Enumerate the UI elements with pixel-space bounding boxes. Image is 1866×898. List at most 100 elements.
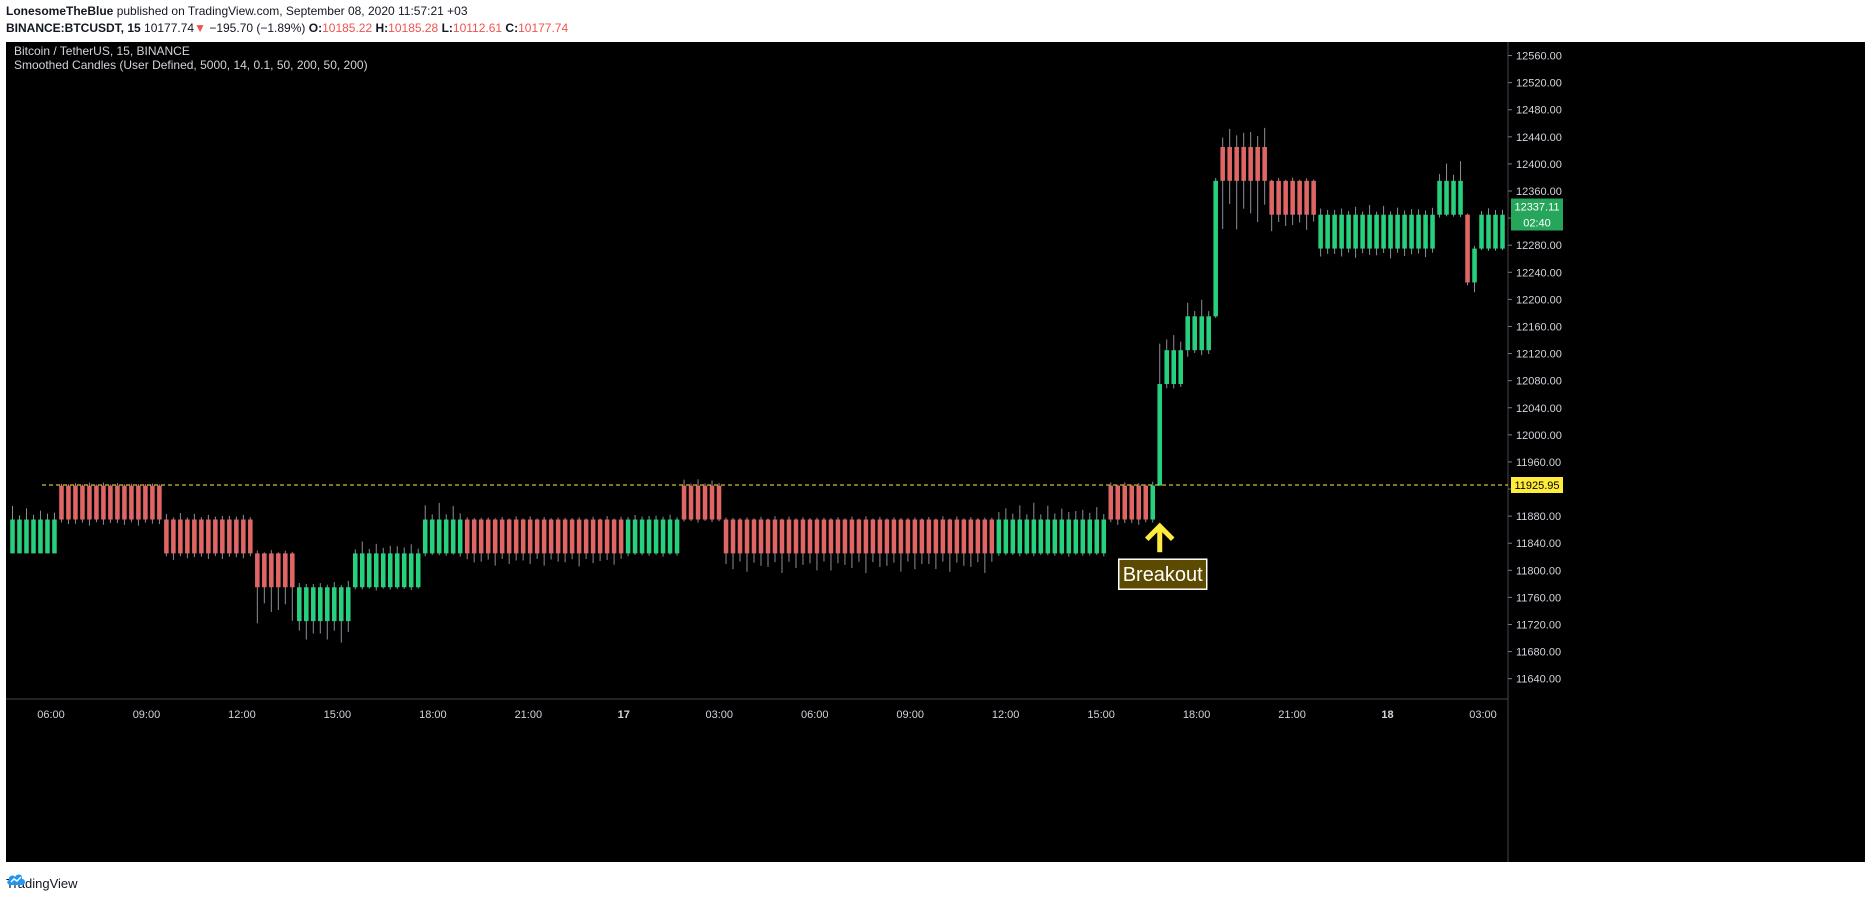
candle-body: [807, 519, 813, 554]
candle-body: [583, 519, 589, 554]
candle-body: [248, 519, 253, 554]
candle-body: [667, 519, 673, 554]
candle-body: [108, 485, 113, 520]
candle-body: [115, 485, 120, 520]
candle-body: [1353, 214, 1358, 249]
candle-body: [1017, 519, 1023, 554]
candle-body: [366, 553, 372, 588]
candle-body: [1388, 214, 1393, 249]
candle-body: [443, 519, 449, 554]
candle-body: [1080, 519, 1086, 554]
candle-body: [1003, 519, 1009, 554]
candle-body: [290, 553, 295, 588]
ohlc-legend: BINANCE:BTCUSDT, 15 10177.74▼ −195.70 (−…: [6, 21, 568, 35]
y-tick-label: 11640.00: [1516, 674, 1561, 686]
candle-body: [933, 519, 939, 554]
candle-body: [422, 519, 428, 554]
candle-body: [1332, 214, 1337, 249]
author-name[interactable]: LonesomeTheBlue: [6, 4, 114, 18]
candle-body: [1066, 519, 1072, 554]
candle-body: [513, 519, 519, 554]
candle-body: [1101, 519, 1107, 554]
candle-body: [905, 519, 911, 554]
candle-body: [653, 519, 659, 554]
candle-body: [332, 587, 337, 622]
candle-body: [429, 519, 435, 554]
candle-body: [674, 519, 680, 554]
candle-body: [744, 519, 750, 554]
candle-body: [80, 485, 85, 520]
candle-body: [1234, 146, 1239, 181]
candle-body: [1283, 180, 1288, 215]
candle-body: [478, 519, 484, 554]
candle-body: [157, 485, 162, 520]
candle-body: [926, 519, 932, 554]
x-tick-label: 21:00: [1278, 709, 1306, 721]
candle-body: [220, 519, 225, 554]
candle-body: [541, 519, 547, 554]
candle-body: [199, 519, 204, 554]
x-tick-label: 12:00: [992, 709, 1020, 721]
level-price-label: 11925.95: [1514, 480, 1559, 492]
candle-body: [1346, 214, 1351, 249]
candle-body: [870, 519, 876, 554]
candle-body: [912, 519, 918, 554]
y-tick-label: 12560.00: [1516, 51, 1562, 63]
candle-body: [269, 553, 274, 588]
candle-body: [1318, 214, 1323, 249]
candle-body: [548, 519, 554, 554]
footer-brand[interactable]: TradingView: [6, 872, 78, 894]
candle-body: [821, 519, 827, 554]
candle-body: [1402, 214, 1407, 249]
candle-body: [1122, 485, 1128, 520]
x-tick-label: 18:00: [1183, 709, 1211, 721]
high-label: H:: [375, 21, 389, 35]
tradingview-cloud-icon: [7, 874, 25, 885]
candle-body: [597, 519, 603, 554]
candle-body: [1220, 146, 1225, 181]
candle-body: [1164, 350, 1170, 385]
x-tick-label: 17: [618, 709, 630, 721]
candle-body: [1115, 485, 1121, 520]
y-tick-label: 12480.00: [1516, 105, 1562, 117]
candle-body: [122, 485, 127, 520]
candle-body: [345, 587, 351, 622]
candle-body: [380, 553, 386, 588]
candle-body: [485, 519, 491, 554]
candle-body: [695, 485, 701, 520]
candle-body: [1360, 214, 1365, 249]
candle-body: [492, 519, 498, 554]
y-tick-label: 12160.00: [1516, 321, 1562, 333]
candle-body: [520, 519, 526, 554]
candle-body: [1458, 180, 1463, 215]
indicator-label: Smoothed Candles (User Defined, 5000, 14…: [14, 58, 368, 72]
candle-body: [499, 519, 505, 554]
candlestick-chart[interactable]: Bitcoin / TetherUS, 15, BINANCE Smoothed…: [6, 42, 1865, 862]
candle-body: [555, 519, 561, 554]
candle-body: [1031, 519, 1037, 554]
candle-body: [318, 587, 323, 622]
annotation-label: Breakout: [1123, 564, 1203, 586]
candle-body: [982, 519, 988, 554]
candle-body: [234, 519, 239, 554]
candle-body: [178, 519, 183, 554]
candle-body: [639, 519, 645, 554]
y-tick-label: 12360.00: [1516, 186, 1562, 198]
candle-body: [276, 553, 281, 588]
chart-area[interactable]: Bitcoin / TetherUS, 15, BINANCE Smoothed…: [6, 42, 1865, 862]
candle-body: [1227, 146, 1232, 181]
candle-body: [1010, 519, 1016, 554]
candle-body: [758, 519, 764, 554]
x-tick-label: 09:00: [896, 709, 924, 721]
candle-body: [954, 519, 960, 554]
candle-body: [1297, 180, 1302, 215]
candle-body: [688, 485, 694, 520]
candle-body: [1129, 485, 1135, 520]
candle-body: [1423, 214, 1428, 249]
candle-body: [940, 519, 946, 554]
candle-body: [136, 485, 141, 520]
candle-body: [1024, 519, 1030, 554]
candle-body: [828, 519, 834, 554]
y-tick-label: 12080.00: [1516, 376, 1562, 388]
candle-body: [1108, 485, 1114, 520]
